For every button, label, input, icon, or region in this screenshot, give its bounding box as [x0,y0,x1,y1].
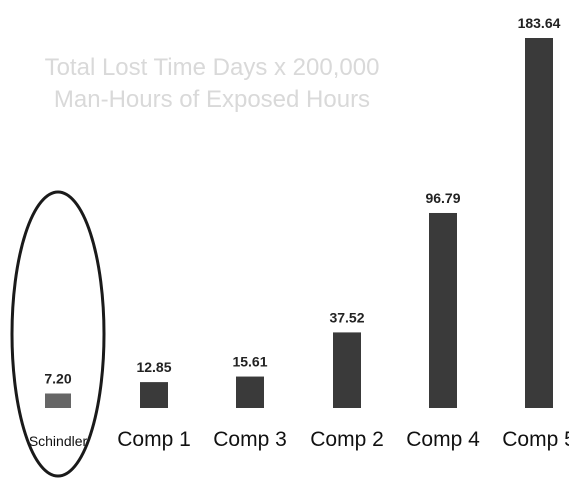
category-label-comp-4: Comp 4 [406,428,480,451]
value-label-comp-2: 37.52 [329,309,364,325]
category-label-comp-5: Comp 5 [502,428,569,451]
value-label-comp-5: 183.64 [518,15,561,31]
bar-comp-1 [140,382,168,408]
bar-comp-4 [429,212,457,408]
value-labels-group: 7.20 12.85 15.61 37.52 96.79 183.64 [44,15,560,386]
bar-schindler [45,393,71,408]
highlight-ellipse [10,190,106,478]
category-labels-group: Schindler Comp 1 Comp 3 Comp 2 Comp 4 Comp 5 [29,428,569,451]
value-label-comp-3: 15.61 [232,354,267,370]
category-label-comp-3: Comp 3 [213,428,287,451]
bars-group [45,38,553,408]
bar-comp-5 [525,38,553,408]
bar-comp-2 [333,332,361,408]
value-label-comp-1: 12.85 [136,359,171,375]
category-label-comp-1: Comp 1 [117,428,191,451]
chart-title-line-2: Man-Hours of Exposed Hours [54,86,370,113]
chart-title-line-1: Total Lost Time Days x 200,000 [45,54,380,81]
category-label-schindler: Schindler [29,433,88,449]
value-label-comp-4: 96.79 [425,190,460,206]
category-label-comp-2: Comp 2 [310,428,384,451]
bar-comp-3 [236,376,264,408]
value-label-schindler: 7.20 [44,370,71,386]
